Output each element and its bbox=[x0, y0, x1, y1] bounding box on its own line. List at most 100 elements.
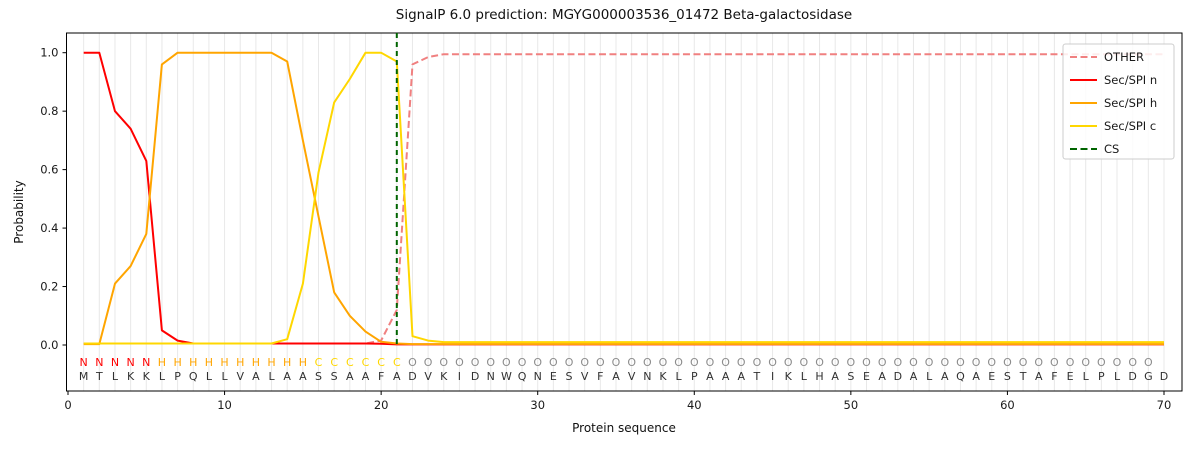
sequence-letter: P bbox=[174, 370, 181, 383]
region-letter: O bbox=[768, 356, 777, 369]
sequence-letter: S bbox=[847, 370, 854, 383]
sequence-letter: E bbox=[988, 370, 995, 383]
x-tick-label: 40 bbox=[687, 398, 702, 412]
series-line-sec-spi-h bbox=[83, 51, 1164, 346]
sequence-letter: K bbox=[785, 370, 793, 383]
y-tick-label: 0.4 bbox=[40, 221, 58, 235]
sequence-letter: D bbox=[471, 370, 479, 383]
region-letter: O bbox=[627, 356, 636, 369]
region-letter: O bbox=[486, 356, 495, 369]
sequence-letter: A bbox=[737, 370, 745, 383]
x-axis-label: Protein sequence bbox=[572, 421, 676, 435]
y-axis-label: Probability bbox=[12, 180, 26, 244]
sequence-letter: A bbox=[299, 370, 307, 383]
region-letter: O bbox=[596, 356, 605, 369]
region-letter: O bbox=[956, 356, 965, 369]
sequence-letter: D bbox=[894, 370, 902, 383]
sequence-letter: L bbox=[268, 370, 275, 383]
region-letter: O bbox=[674, 356, 683, 369]
x-tick-label: 30 bbox=[530, 398, 545, 412]
sequence-letter: S bbox=[1004, 370, 1011, 383]
y-tick-label: 0.0 bbox=[40, 338, 58, 352]
legend-item: OTHER bbox=[1070, 50, 1144, 64]
chart-title: SignalP 6.0 prediction: MGYG000003536_01… bbox=[395, 7, 853, 23]
region-letter: O bbox=[987, 356, 996, 369]
sequence-letter: L bbox=[159, 370, 166, 383]
region-letter: H bbox=[158, 356, 166, 369]
sequence-letter: Q bbox=[956, 370, 965, 383]
sequence-letter: K bbox=[440, 370, 448, 383]
region-letter: O bbox=[455, 356, 464, 369]
sequence-letter: A bbox=[612, 370, 620, 383]
sequence-letter: N bbox=[643, 370, 651, 383]
region-letter: O bbox=[721, 356, 730, 369]
sequence-letter: L bbox=[206, 370, 213, 383]
sequence-letter: A bbox=[910, 370, 918, 383]
region-letter: H bbox=[252, 356, 260, 369]
sequence-letter: S bbox=[566, 370, 573, 383]
sequence-letter: T bbox=[95, 370, 103, 383]
region-letter: O bbox=[815, 356, 824, 369]
region-letter: O bbox=[439, 356, 448, 369]
region-letter: C bbox=[362, 356, 370, 369]
region-letter: O bbox=[925, 356, 934, 369]
plot-border bbox=[66, 32, 1183, 392]
sequence-letter: Q bbox=[189, 370, 198, 383]
y-tick-label: 0.2 bbox=[40, 280, 58, 294]
sequence-letter: A bbox=[362, 370, 370, 383]
sequence-letter: A bbox=[878, 370, 886, 383]
region-letter: O bbox=[549, 356, 558, 369]
region-letter: C bbox=[346, 356, 354, 369]
sequence-letter: L bbox=[926, 370, 933, 383]
region-letter: O bbox=[909, 356, 918, 369]
sequence-letter: H bbox=[815, 370, 823, 383]
region-letter: H bbox=[236, 356, 244, 369]
sequence-letter: E bbox=[1067, 370, 1074, 383]
sequence-letter: G bbox=[1144, 370, 1153, 383]
legend-label: Sec/SPI h bbox=[1104, 96, 1157, 110]
region-letter: O bbox=[1034, 356, 1043, 369]
sequence-letter: P bbox=[691, 370, 698, 383]
sequence-letter: T bbox=[1019, 370, 1027, 383]
sequence-letter: S bbox=[331, 370, 338, 383]
sequence-letter: M bbox=[79, 370, 89, 383]
sequence-letter: D bbox=[1160, 370, 1168, 383]
legend-box bbox=[1062, 43, 1175, 160]
sequence-letter: L bbox=[676, 370, 683, 383]
legend-item: Sec/SPI c bbox=[1070, 119, 1156, 133]
region-letter: H bbox=[267, 356, 275, 369]
region-letter: O bbox=[565, 356, 574, 369]
y-tick-label: 0.6 bbox=[40, 163, 58, 177]
region-letter: O bbox=[690, 356, 699, 369]
sequence-letter: E bbox=[550, 370, 557, 383]
region-letter: O bbox=[1081, 356, 1090, 369]
sequence-letter: F bbox=[597, 370, 603, 383]
region-letter: O bbox=[972, 356, 981, 369]
sequence-letter: F bbox=[378, 370, 384, 383]
legend-item: CS bbox=[1070, 142, 1119, 156]
region-letter: H bbox=[189, 356, 197, 369]
sequence-letter: V bbox=[628, 370, 636, 383]
region-letter: O bbox=[878, 356, 887, 369]
region-letter: O bbox=[784, 356, 793, 369]
sequence-letter: I bbox=[771, 370, 774, 383]
region-letter: O bbox=[643, 356, 652, 369]
sequence-letter: A bbox=[393, 370, 401, 383]
sequence-letter: L bbox=[112, 370, 119, 383]
x-tick-label: 0 bbox=[64, 398, 71, 412]
region-letter: H bbox=[299, 356, 307, 369]
legend-label: Sec/SPI n bbox=[1104, 73, 1157, 87]
sequence-letter: L bbox=[801, 370, 808, 383]
region-letter: O bbox=[862, 356, 871, 369]
region-letter: C bbox=[315, 356, 323, 369]
region-letter: O bbox=[471, 356, 480, 369]
region-letter: O bbox=[1128, 356, 1137, 369]
region-letter: O bbox=[408, 356, 417, 369]
sequence-letter: A bbox=[941, 370, 949, 383]
region-letter: N bbox=[95, 356, 103, 369]
sequence-letter: L bbox=[221, 370, 228, 383]
legend-label: OTHER bbox=[1104, 50, 1144, 64]
